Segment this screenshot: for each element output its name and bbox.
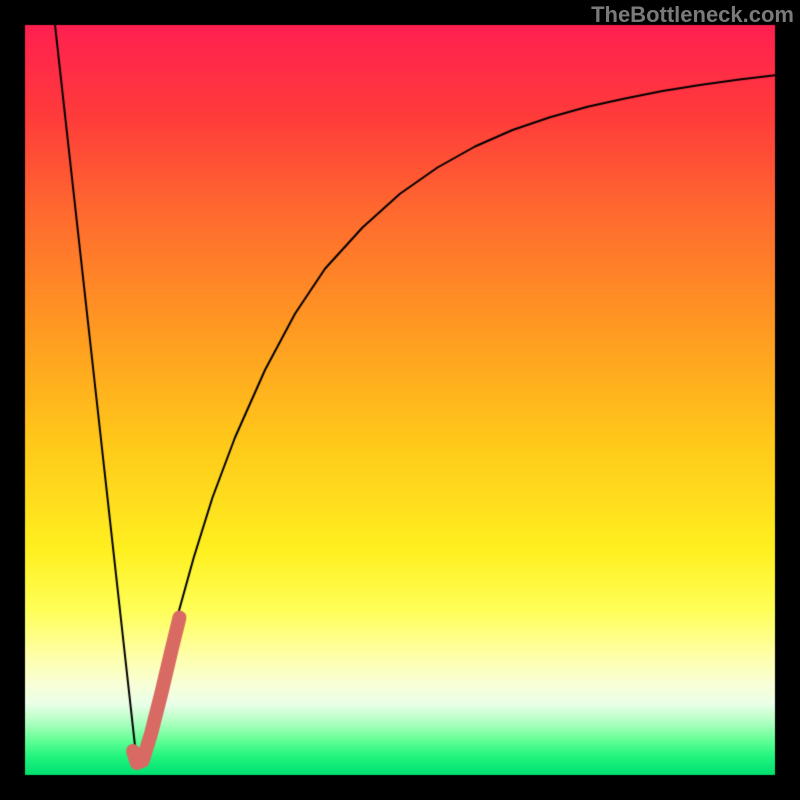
bottleneck-chart-canvas: [0, 0, 800, 800]
chart-container: TheBottleneck.com: [0, 0, 800, 800]
